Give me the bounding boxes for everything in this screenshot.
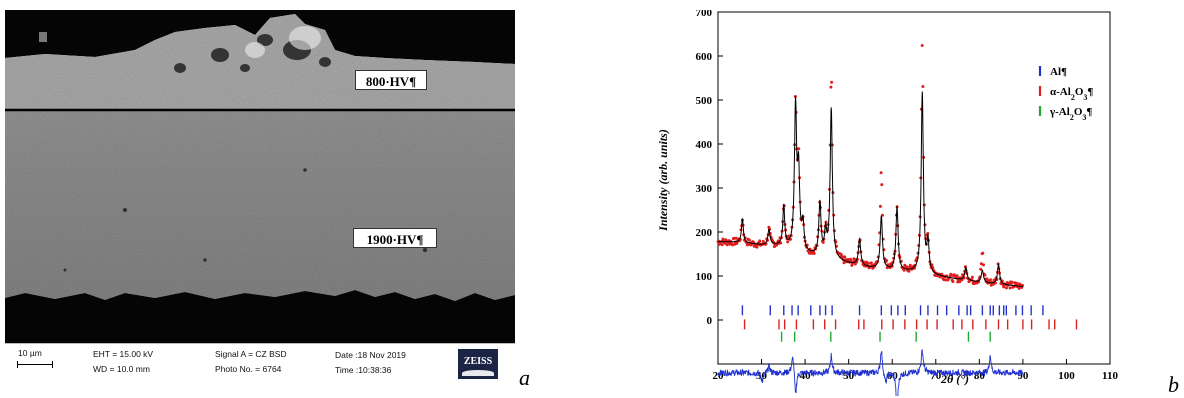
observed-point	[747, 238, 751, 242]
observed-point	[920, 44, 924, 47]
observed-point	[779, 241, 783, 245]
zeiss-logo: ZEISS	[458, 349, 498, 379]
observed-point	[982, 263, 985, 267]
sem-micrograph	[5, 10, 515, 343]
observed-point	[821, 240, 825, 244]
hardness-label-top: 800·HV¶	[355, 70, 427, 90]
plot-border	[717, 11, 1111, 365]
observed-point	[839, 253, 843, 256]
photo-number: Photo No. = 6764	[215, 364, 282, 374]
observed-point	[812, 252, 816, 255]
observed-point	[885, 259, 889, 263]
observed-point	[843, 255, 847, 259]
observed-point	[1005, 286, 1008, 290]
observed-point	[879, 171, 883, 175]
observed-point	[734, 236, 738, 240]
observed-point	[830, 80, 834, 84]
observed-point	[786, 240, 790, 244]
scale-bar	[17, 361, 53, 368]
y-tick-label: 100	[696, 271, 713, 283]
observed-point	[921, 85, 925, 88]
date-value: Date :18 Nov 2019	[335, 350, 406, 360]
observed-point	[908, 263, 912, 267]
observed-point	[979, 267, 983, 271]
axis-ticks: 20 30 40 50 60 70 80 90 100 110 0 100 200 300 400 500 60…	[696, 10, 1119, 382]
observed-point	[755, 245, 759, 249]
y-axis-label: Intensity (arb. units)	[656, 129, 670, 232]
difference-line	[717, 348, 1024, 396]
observed-point	[902, 268, 906, 272]
panel-label-b: b	[1168, 372, 1179, 397]
observed-point	[907, 269, 911, 273]
legend-label: Al¶	[1050, 66, 1067, 78]
y-tick-label: 300	[696, 183, 713, 195]
panel-label-a: a	[519, 365, 530, 390]
y-tick-label: 0	[707, 315, 713, 327]
observed-point	[1008, 286, 1012, 290]
observed-point	[955, 274, 959, 278]
observed-point	[958, 280, 962, 284]
observed-point	[880, 183, 884, 187]
x-tick-label: 100	[1058, 370, 1075, 382]
observed-point	[1010, 280, 1014, 284]
x-tick-label: 20	[713, 370, 725, 382]
observed-point	[829, 85, 833, 89]
observed-point	[981, 251, 985, 255]
x-tick-label: 40	[800, 370, 812, 382]
observed-point	[878, 204, 882, 208]
calculated-line	[718, 91, 1023, 287]
time-value: Time :10:38:36	[335, 365, 392, 375]
sem-data-bar: 10 µm EHT = 15.00 kV WD = 10.0 mm Signal…	[5, 343, 515, 384]
observed-point	[723, 241, 727, 245]
x-tick-label: 70	[930, 370, 942, 382]
plot-area	[717, 11, 1111, 365]
observed-point	[970, 275, 974, 279]
x-tick-label: 80	[974, 370, 986, 382]
observed-point	[761, 239, 765, 243]
observed-point	[983, 273, 987, 277]
x-tick-label: 90	[1017, 370, 1029, 382]
legend-label: α-Al2O3¶	[1050, 86, 1093, 102]
observed-point	[797, 147, 801, 151]
observed-point	[1002, 285, 1006, 289]
x-tick-label: 110	[1102, 370, 1118, 382]
observed-point	[926, 232, 930, 235]
observed-point	[720, 243, 724, 247]
series	[716, 44, 1024, 396]
observed-point	[758, 239, 762, 243]
y-tick-label: 200	[696, 227, 713, 239]
observed-point	[951, 280, 955, 283]
wd-value: WD = 10.0 mm	[93, 364, 150, 374]
xrd-chart: 20 30 40 50 60 70 80 90 100 110 0 100 200 300 400 500 60…	[656, 10, 1119, 396]
x-axis-label: 2θ (°)	[940, 372, 969, 386]
hardness-label-bottom: 1900·HV¶	[353, 228, 437, 248]
observed-point	[1017, 286, 1021, 290]
observed-point	[867, 261, 870, 265]
observed-point	[842, 261, 846, 265]
legend-label: γ-Al2O3¶	[1049, 106, 1092, 122]
reflection-ticks	[741, 305, 1078, 342]
scale-bar-label: 10 µm	[18, 348, 42, 358]
x-tick-label: 60	[887, 370, 899, 382]
x-tick-label: 50	[843, 370, 855, 382]
observed-point	[849, 259, 853, 263]
y-tick-label: 400	[696, 139, 713, 151]
legend: Al¶ α-Al2O3¶ γ-Al2O3¶	[1038, 66, 1093, 122]
y-tick-label: 600	[696, 51, 713, 63]
observed-point	[989, 278, 992, 282]
y-tick-label: 700	[696, 10, 713, 19]
eht-value: EHT = 15.00 kV	[93, 349, 154, 359]
y-tick-label: 500	[696, 95, 713, 107]
x-tick-label: 30	[756, 370, 768, 382]
signal-value: Signal A = CZ BSD	[215, 349, 287, 359]
